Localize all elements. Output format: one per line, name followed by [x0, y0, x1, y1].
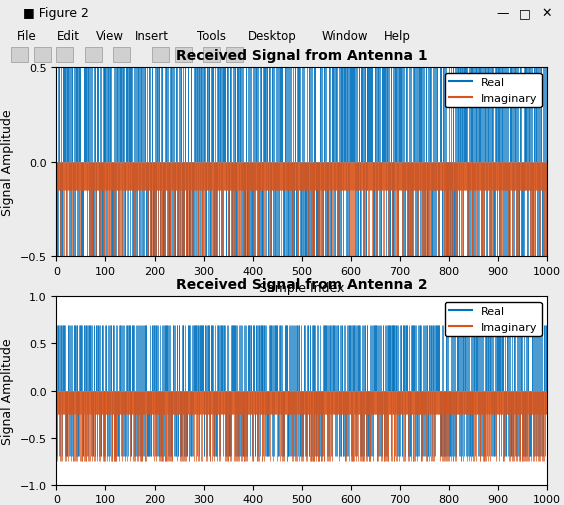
Text: ✕: ✕ [541, 8, 552, 20]
X-axis label: Sample Index: Sample Index [259, 281, 345, 294]
Legend: Real, Imaginary: Real, Imaginary [445, 74, 541, 108]
FancyBboxPatch shape [34, 48, 51, 63]
FancyBboxPatch shape [113, 48, 130, 63]
Text: □: □ [519, 8, 531, 20]
Y-axis label: Signal Amplitude: Signal Amplitude [1, 337, 14, 444]
Text: Window: Window [321, 30, 368, 42]
FancyBboxPatch shape [11, 48, 28, 63]
FancyBboxPatch shape [226, 48, 243, 63]
Legend: Real, Imaginary: Real, Imaginary [445, 302, 541, 337]
FancyBboxPatch shape [85, 48, 102, 63]
Text: File: File [17, 30, 37, 42]
Title: Received Signal from Antenna 1: Received Signal from Antenna 1 [176, 49, 428, 63]
FancyBboxPatch shape [56, 48, 73, 63]
Text: —: — [496, 8, 509, 20]
Title: Received Signal from Antenna 2: Received Signal from Antenna 2 [176, 277, 428, 291]
Text: Insert: Insert [135, 30, 169, 42]
Text: Edit: Edit [56, 30, 80, 42]
Text: ■ Figure 2: ■ Figure 2 [23, 8, 89, 20]
Text: Help: Help [384, 30, 411, 42]
Y-axis label: Signal Amplitude: Signal Amplitude [1, 109, 14, 216]
FancyBboxPatch shape [152, 48, 169, 63]
Text: Tools: Tools [197, 30, 226, 42]
FancyBboxPatch shape [175, 48, 192, 63]
Text: Desktop: Desktop [248, 30, 297, 42]
FancyBboxPatch shape [203, 48, 220, 63]
Text: View: View [96, 30, 124, 42]
